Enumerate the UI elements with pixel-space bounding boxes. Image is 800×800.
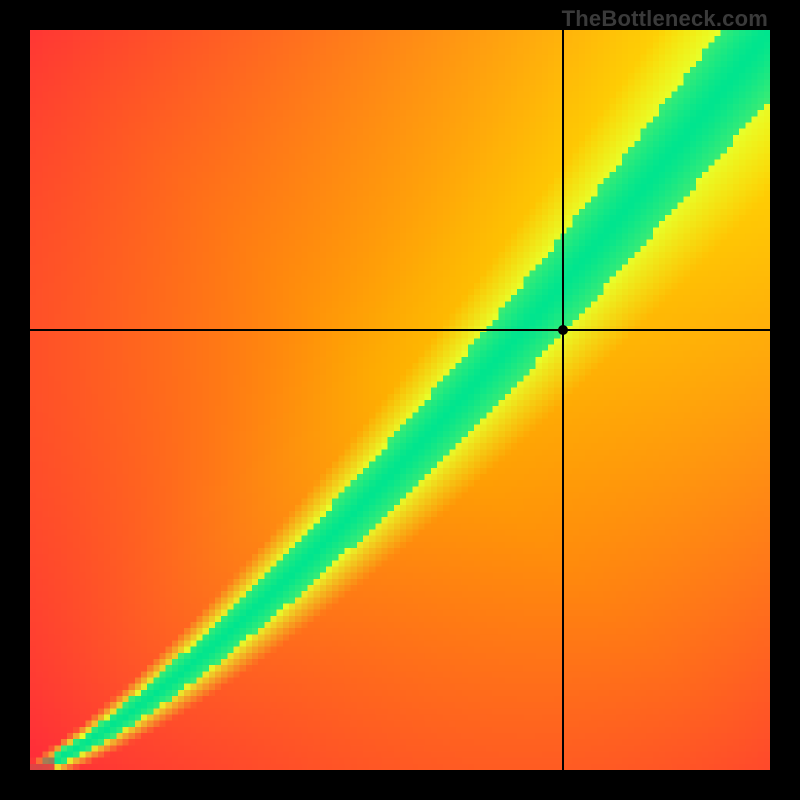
crosshair-vertical bbox=[562, 30, 564, 770]
crosshair-marker bbox=[558, 325, 568, 335]
watermark-text: TheBottleneck.com bbox=[562, 6, 768, 32]
crosshair-horizontal bbox=[30, 329, 770, 331]
heatmap-canvas bbox=[30, 30, 770, 770]
heatmap-plot bbox=[30, 30, 770, 770]
